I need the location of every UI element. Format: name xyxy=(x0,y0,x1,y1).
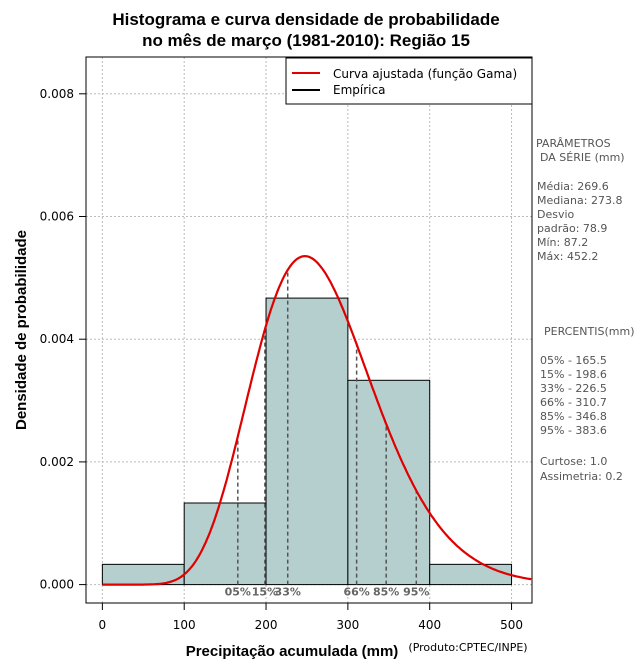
x-tick-label: 200 xyxy=(255,618,278,632)
stat-curtose: Curtose: 1.0 xyxy=(540,455,607,468)
histogram-bar xyxy=(347,379,431,586)
percentil-85: 85% - 346.8 xyxy=(540,410,607,423)
percentile-label: 66% xyxy=(343,586,369,599)
x-tick-label: 400 xyxy=(418,618,441,632)
x-tick-label: 100 xyxy=(173,618,196,632)
legend-box xyxy=(285,57,533,105)
param-min: Mín: 87.2 xyxy=(537,236,588,249)
histogram-bar xyxy=(429,563,513,586)
chart-title-line-2: no mês de março (1981-2010): Região 15 xyxy=(142,31,470,50)
percentil-95: 95% - 383.6 xyxy=(540,424,607,437)
legend: Curva ajustada (função Gama) Empírica xyxy=(285,57,533,105)
percentil-33: 33% - 226.5 xyxy=(540,382,607,395)
stat-assimetria: Assimetria: 0.2 xyxy=(540,470,623,483)
histogram-bar xyxy=(265,297,349,586)
percentile-label: 05% xyxy=(225,586,251,599)
percentile-label: 15% xyxy=(252,586,278,599)
legend-label-empirical: Empírica xyxy=(333,83,385,97)
gamma-fit-curve xyxy=(102,254,532,586)
percentile-label: 85% xyxy=(373,586,399,599)
percentile-label: 33% xyxy=(275,586,301,599)
percentis-title: PERCENTIS(mm) xyxy=(544,325,635,338)
y-tick-label: 0.004 xyxy=(40,332,74,346)
param-media: Média: 269.6 xyxy=(537,180,609,193)
param-desvio-2: padrão: 78.9 xyxy=(537,222,607,235)
percentil-05: 05% - 165.5 xyxy=(540,354,607,367)
chart-title-line-1: Histograma e curva densidade de probabil… xyxy=(112,10,499,29)
percentiles-panel: PERCENTIS(mm) 05% - 165.5 15% - 198.6 33… xyxy=(540,325,635,483)
gamma-curve-layer xyxy=(102,254,532,586)
x-tick-label: 0 xyxy=(99,618,107,632)
y-axis-label: Densidade de probabilidade xyxy=(13,230,30,430)
series-parameters-panel: PARÂMETROS DA SÉRIE (mm) Média: 269.6 Me… xyxy=(536,137,625,263)
percentil-15: 15% - 198.6 xyxy=(540,368,607,381)
x-tick-label: 300 xyxy=(336,618,359,632)
x-axis-label: Precipitação acumulada (mm) xyxy=(186,643,399,660)
param-mediana: Mediana: 273.8 xyxy=(537,194,622,207)
y-tick-label: 0.002 xyxy=(40,455,74,469)
axes: 0 100 200 300 400 500 0.000 0.002 0.004 0.006 0.00… xyxy=(40,87,523,632)
histogram-bar xyxy=(183,502,267,586)
param-desvio-1: Desvio xyxy=(537,208,575,221)
percentile-lines: 05% 15%33% 66% 85% 95% xyxy=(225,269,429,599)
params-title-1: PARÂMETROS xyxy=(536,137,611,150)
y-tick-label: 0.000 xyxy=(40,578,74,592)
y-tick-label: 0.006 xyxy=(40,210,74,224)
percentile-label: 95% xyxy=(403,586,429,599)
x-tick-label: 500 xyxy=(500,618,523,632)
y-tick-label: 0.008 xyxy=(40,87,74,101)
legend-label-fit: Curva ajustada (função Gama) xyxy=(333,67,517,81)
credit-label: (Produto:CPTEC/INPE) xyxy=(408,641,527,654)
histogram-bars xyxy=(101,297,513,586)
params-title-2: DA SÉRIE (mm) xyxy=(540,151,625,164)
percentil-66: 66% - 310.7 xyxy=(540,396,607,409)
param-max: Máx: 452.2 xyxy=(537,250,598,263)
